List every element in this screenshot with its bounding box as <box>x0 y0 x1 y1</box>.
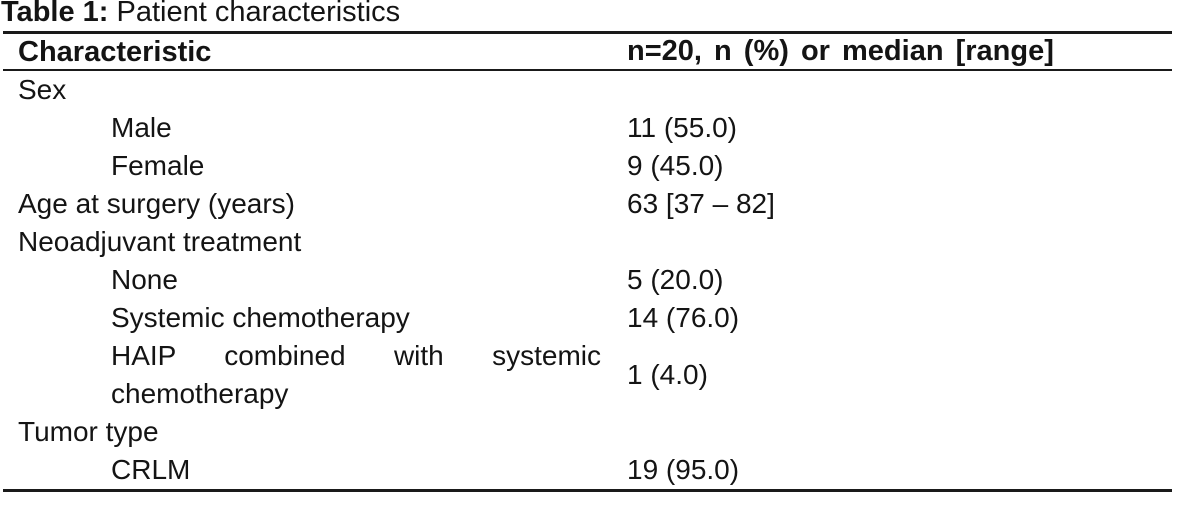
row-label: Female <box>111 150 205 181</box>
header-values: n=20, n (%) or median [range] <box>627 35 1054 67</box>
row-value: 14 (76.0) <box>627 302 740 333</box>
row-value: 63 [37 – 82] <box>627 188 775 219</box>
table-row: None 5 (20.0) <box>3 261 1172 299</box>
row-label: None <box>111 264 178 295</box>
row-label: HAIP combined with systemic chemotherapy <box>111 340 601 409</box>
table-row: CRLM 19 (95.0) <box>3 451 1172 489</box>
row-label: CRLM <box>111 454 191 485</box>
header-characteristic: Characteristic <box>18 35 212 68</box>
row-value <box>627 71 1172 109</box>
table-caption: Table 1: Patient characteristics <box>1 0 1182 29</box>
table-body: Sex Male 11 (55.0) Female 9 (45.0) Age at sur… <box>3 71 1172 489</box>
row-value: 11 (55.0) <box>627 112 737 143</box>
table-row: Neoadjuvant treatment <box>3 223 1172 261</box>
row-value: 1 (4.0) <box>627 359 708 390</box>
table-caption-number: Table 1: <box>1 0 109 28</box>
row-label: Age at surgery (years) <box>18 188 295 219</box>
row-label: Systemic chemotherapy <box>111 302 410 333</box>
table-row: Female 9 (45.0) <box>3 147 1172 185</box>
row-value: 5 (20.0) <box>627 264 724 295</box>
table-row: Sex <box>3 71 1172 109</box>
table-row: Age at surgery (years) 63 [37 – 82] <box>3 185 1172 223</box>
row-value: 9 (45.0) <box>627 150 724 181</box>
row-value <box>627 223 1172 261</box>
row-label: Neoadjuvant treatment <box>18 226 302 257</box>
patient-characteristics-table: Characteristic n=20, n (%) or median [ra… <box>3 31 1172 492</box>
table-row: Male 11 (55.0) <box>3 109 1172 147</box>
table-row: HAIP combined with systemic chemotherapy… <box>3 337 1172 413</box>
table-header-row: Characteristic n=20, n (%) or median [ra… <box>3 34 1172 71</box>
row-value <box>627 413 1172 451</box>
row-value: 19 (95.0) <box>627 454 740 485</box>
table-row: Systemic chemotherapy 14 (76.0) <box>3 299 1172 337</box>
row-label: Male <box>111 112 172 143</box>
row-label: Sex <box>18 74 67 105</box>
row-label: Tumor type <box>18 416 159 447</box>
table-row: Tumor type <box>3 413 1172 451</box>
table-caption-title: Patient characteristics <box>108 0 401 28</box>
